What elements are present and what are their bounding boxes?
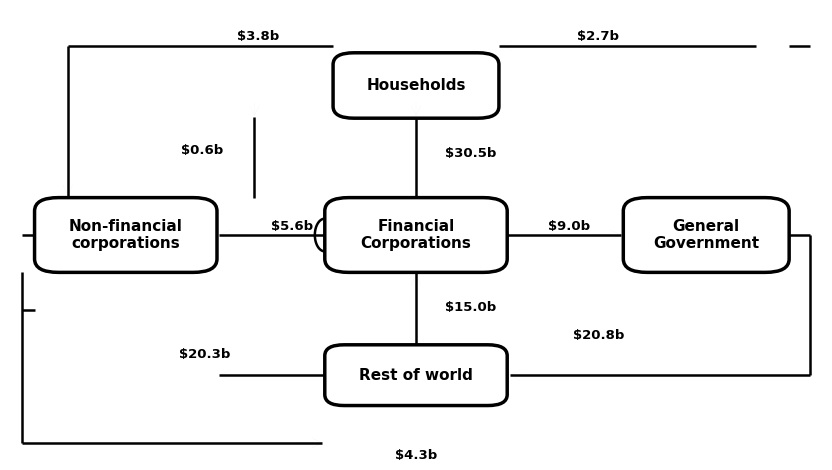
FancyBboxPatch shape bbox=[324, 197, 508, 273]
Text: General
Government: General Government bbox=[653, 219, 760, 251]
FancyBboxPatch shape bbox=[324, 345, 508, 406]
FancyBboxPatch shape bbox=[35, 197, 217, 273]
Text: $3.8b: $3.8b bbox=[237, 30, 280, 43]
Text: $20.8b: $20.8b bbox=[572, 329, 624, 342]
Text: Non-financial
corporations: Non-financial corporations bbox=[69, 219, 183, 251]
Text: Households: Households bbox=[366, 78, 466, 93]
Text: $9.0b: $9.0b bbox=[548, 220, 591, 233]
Text: Rest of world: Rest of world bbox=[359, 368, 473, 383]
FancyBboxPatch shape bbox=[623, 197, 789, 273]
Text: Financial
Corporations: Financial Corporations bbox=[360, 219, 472, 251]
FancyBboxPatch shape bbox=[333, 53, 499, 118]
Text: $15.0b: $15.0b bbox=[445, 301, 496, 314]
Text: $4.3b: $4.3b bbox=[395, 449, 437, 462]
Text: $5.6b: $5.6b bbox=[270, 220, 313, 233]
Text: $20.3b: $20.3b bbox=[179, 348, 230, 360]
Text: $0.6b: $0.6b bbox=[181, 144, 224, 157]
Text: $30.5b: $30.5b bbox=[445, 147, 497, 160]
Text: $2.7b: $2.7b bbox=[577, 30, 620, 43]
